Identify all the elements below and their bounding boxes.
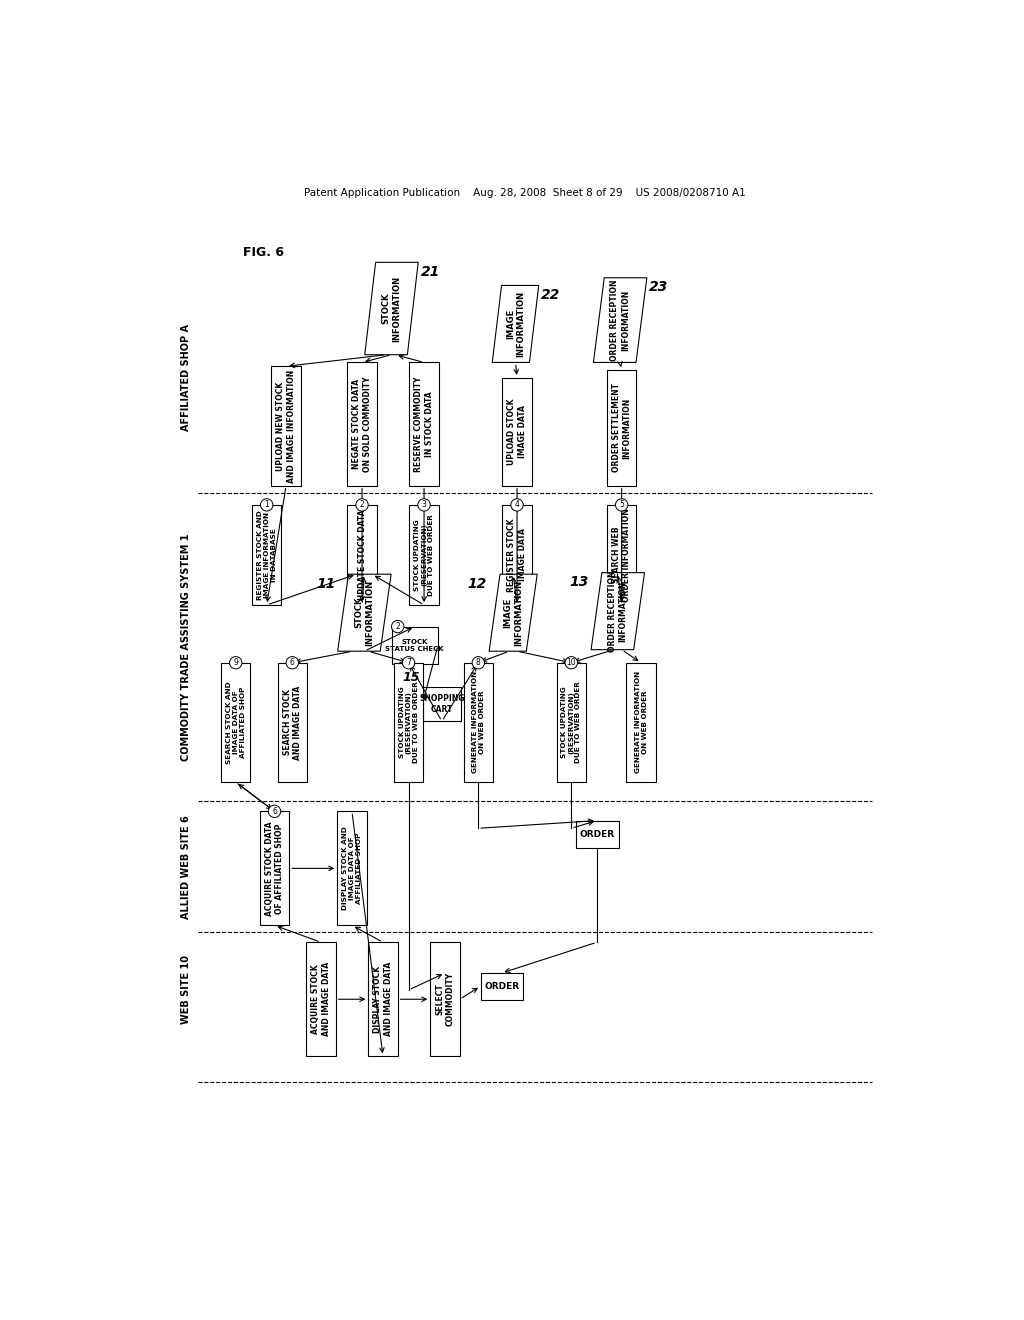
Polygon shape xyxy=(493,285,539,363)
Text: ACQUIRE STOCK
AND IMAGE DATA: ACQUIRE STOCK AND IMAGE DATA xyxy=(311,962,331,1036)
Text: ORDER RECEPTION
INFORMATION: ORDER RECEPTION INFORMATION xyxy=(610,280,630,360)
Text: SEARCH STOCK
AND IMAGE DATA: SEARCH STOCK AND IMAGE DATA xyxy=(283,685,302,759)
Text: 6: 6 xyxy=(272,807,276,816)
Text: 1: 1 xyxy=(264,500,269,510)
Circle shape xyxy=(418,499,430,511)
Circle shape xyxy=(565,656,578,669)
Text: 2: 2 xyxy=(395,622,400,631)
Bar xyxy=(410,363,438,486)
Text: AFFILIATED SHOP A: AFFILIATED SHOP A xyxy=(181,325,191,432)
Bar xyxy=(627,663,655,781)
Text: WEB SITE 10: WEB SITE 10 xyxy=(181,956,191,1024)
Text: STOCK UPDATING
(RESERVATION)
DUE TO WEB ORDER: STOCK UPDATING (RESERVATION) DUE TO WEB … xyxy=(414,513,434,595)
Text: 6: 6 xyxy=(290,659,295,667)
Text: 7: 7 xyxy=(407,659,411,667)
Circle shape xyxy=(615,499,628,511)
Text: UPDATE STOCK DATA: UPDATE STOCK DATA xyxy=(357,510,367,601)
Bar xyxy=(410,504,438,605)
Text: ORDER RECEPTION
INFORMATION: ORDER RECEPTION INFORMATION xyxy=(608,570,628,652)
Text: REGISTER STOCK
IMAGE DATA: REGISTER STOCK IMAGE DATA xyxy=(507,519,526,591)
Text: 23: 23 xyxy=(649,280,669,294)
Polygon shape xyxy=(338,574,391,651)
Text: ORDER: ORDER xyxy=(580,829,614,838)
Text: Patent Application Publication    Aug. 28, 2008  Sheet 8 of 29    US 2008/020871: Patent Application Publication Aug. 28, … xyxy=(304,187,745,198)
Text: DISPLAY STOCK AND
IMAGE DATA OF
AFFILIATED SHOP: DISPLAY STOCK AND IMAGE DATA OF AFFILIAT… xyxy=(342,826,361,911)
Text: 12: 12 xyxy=(468,577,486,590)
Text: GENERATE INFORMATION
ON WEB ORDER: GENERATE INFORMATION ON WEB ORDER xyxy=(472,672,484,774)
Text: UPLOAD NEW STOCK
AND IMAGE INFORMATION: UPLOAD NEW STOCK AND IMAGE INFORMATION xyxy=(276,370,296,483)
Bar xyxy=(347,363,377,486)
Text: UPLOAD STOCK
IMAGE DATA: UPLOAD STOCK IMAGE DATA xyxy=(507,399,526,465)
Text: STOCK UPDATING
(RESERVATION)
DUE TO WEB ORDER: STOCK UPDATING (RESERVATION) DUE TO WEB … xyxy=(398,681,419,763)
Bar xyxy=(391,627,438,664)
Text: STOCK UPDATING
(RESERVATION)
DUE TO WEB ORDER: STOCK UPDATING (RESERVATION) DUE TO WEB … xyxy=(561,681,582,763)
Bar xyxy=(423,686,461,721)
Text: 15: 15 xyxy=(402,672,420,684)
Circle shape xyxy=(472,656,484,669)
Bar xyxy=(503,504,531,605)
Bar xyxy=(607,370,636,486)
Bar xyxy=(607,504,636,605)
Circle shape xyxy=(260,499,273,511)
Text: ORDER SETTLEMENT
INFORMATION: ORDER SETTLEMENT INFORMATION xyxy=(612,383,632,473)
Text: RESERVE COMMODITY
IN STOCK DATA: RESERVE COMMODITY IN STOCK DATA xyxy=(415,376,434,471)
Circle shape xyxy=(229,656,242,669)
Bar xyxy=(252,504,282,605)
Text: SEARCH STOCK AND
IMAGE DATA OF
AFFILIATED SHOP: SEARCH STOCK AND IMAGE DATA OF AFFILIATE… xyxy=(225,681,246,764)
Text: 5: 5 xyxy=(620,500,624,510)
Bar xyxy=(503,378,531,486)
Text: SELECT
COMMODITY: SELECT COMMODITY xyxy=(435,972,455,1027)
Bar xyxy=(260,812,289,925)
Bar xyxy=(430,942,460,1056)
Text: SHOPPING
CART: SHOPPING CART xyxy=(419,694,465,714)
Polygon shape xyxy=(365,263,418,355)
Circle shape xyxy=(391,620,403,632)
Circle shape xyxy=(511,499,523,511)
Text: DISPLAY STOCK
AND IMAGE DATA: DISPLAY STOCK AND IMAGE DATA xyxy=(374,962,392,1036)
Circle shape xyxy=(286,656,299,669)
Text: 13: 13 xyxy=(569,576,589,589)
Bar xyxy=(306,942,336,1056)
Polygon shape xyxy=(593,277,647,363)
Text: COMMODITY TRADE ASSISTING SYSTEM 1: COMMODITY TRADE ASSISTING SYSTEM 1 xyxy=(181,533,191,762)
Text: STOCK
INFORMATION: STOCK INFORMATION xyxy=(382,276,401,342)
Bar xyxy=(337,812,367,925)
Bar xyxy=(278,663,307,781)
Text: 9: 9 xyxy=(233,659,239,667)
Text: GENERATE INFORMATION
ON WEB ORDER: GENERATE INFORMATION ON WEB ORDER xyxy=(635,672,647,774)
Text: 10: 10 xyxy=(566,659,577,667)
Text: STOCK
STATUS CHECK: STOCK STATUS CHECK xyxy=(385,639,444,652)
Bar xyxy=(271,367,301,486)
Bar xyxy=(575,821,618,847)
Bar xyxy=(347,504,377,605)
Text: REGISTER STOCK AND
IMAGE INFORMATION
IN DATABASE: REGISTER STOCK AND IMAGE INFORMATION IN … xyxy=(257,510,276,599)
Circle shape xyxy=(356,499,369,511)
Bar xyxy=(557,663,586,781)
Text: SEARCH WEB
ORDER INFORMATION: SEARCH WEB ORDER INFORMATION xyxy=(612,508,632,602)
Text: 21: 21 xyxy=(421,264,440,279)
Text: ORDER: ORDER xyxy=(484,982,519,991)
Polygon shape xyxy=(489,574,538,651)
Bar xyxy=(369,942,397,1056)
Bar xyxy=(221,663,251,781)
Text: 11: 11 xyxy=(316,577,335,590)
Text: ALLIED WEB SITE 6: ALLIED WEB SITE 6 xyxy=(181,814,191,919)
Text: 2: 2 xyxy=(359,500,365,510)
Text: 8: 8 xyxy=(476,659,480,667)
Text: 3: 3 xyxy=(422,500,426,510)
Bar xyxy=(394,663,423,781)
Text: ACQUIRE STOCK DATA
OF AFFILIATED SHOP: ACQUIRE STOCK DATA OF AFFILIATED SHOP xyxy=(265,821,285,916)
Text: NEGATE STOCK DATA
ON SOLD COMMODITY: NEGATE STOCK DATA ON SOLD COMMODITY xyxy=(352,376,372,471)
Text: 22: 22 xyxy=(541,288,560,302)
Bar xyxy=(464,663,493,781)
Text: IMAGE
INFORMATION: IMAGE INFORMATION xyxy=(504,579,523,645)
Circle shape xyxy=(268,805,281,817)
Bar xyxy=(480,973,523,1001)
Text: FIG. 6: FIG. 6 xyxy=(243,246,284,259)
Text: 4: 4 xyxy=(515,500,519,510)
Polygon shape xyxy=(591,573,644,649)
Circle shape xyxy=(402,656,415,669)
Text: STOCK
INFORMATION: STOCK INFORMATION xyxy=(354,579,374,645)
Text: IMAGE
INFORMATION: IMAGE INFORMATION xyxy=(506,290,525,356)
